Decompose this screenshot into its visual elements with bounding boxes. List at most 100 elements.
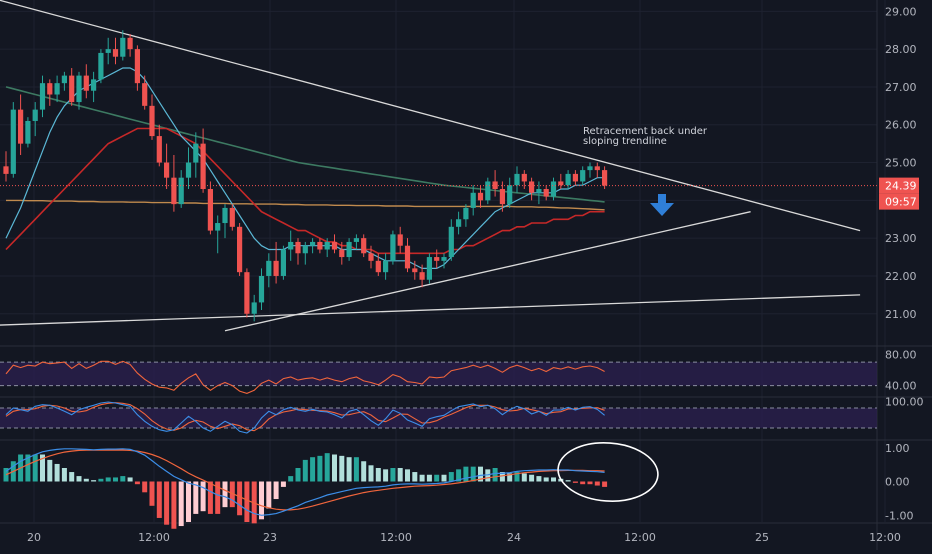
down-arrow-icon <box>650 194 674 216</box>
price-axis-label: 21.00 <box>885 308 917 321</box>
candle-body <box>448 226 454 258</box>
candle-body <box>229 207 235 227</box>
candle-body <box>105 49 111 53</box>
candle-body <box>120 37 126 57</box>
macd-histogram-bar <box>105 477 111 482</box>
candle-body <box>18 109 24 144</box>
macd-histogram-bar <box>127 477 133 482</box>
macd-histogram-bar <box>499 472 505 482</box>
candle-body <box>69 75 75 103</box>
time-axis-label: 12:00 <box>380 531 412 544</box>
macd-histogram-bar <box>368 465 374 482</box>
price-axis-label: 23.00 <box>885 232 917 245</box>
macd-histogram-bar <box>40 454 45 482</box>
candle-body <box>32 109 38 121</box>
candle-body <box>54 83 60 95</box>
macd-histogram-bar <box>463 466 469 482</box>
macd-histogram-bar <box>375 468 381 482</box>
candle-body <box>47 83 53 95</box>
candle-body <box>565 173 571 186</box>
rsi-band <box>0 362 877 386</box>
macd-histogram-bar <box>288 476 294 482</box>
macd-histogram-bar <box>83 478 89 482</box>
candle-body <box>390 234 396 261</box>
candle-body <box>215 223 221 231</box>
macd-histogram-bar <box>580 481 586 485</box>
candle-body <box>324 241 330 250</box>
candle-body <box>572 173 578 182</box>
candle-body <box>10 109 16 174</box>
candle-body <box>441 257 447 261</box>
time-axis-label: 23 <box>263 531 277 544</box>
candle-body <box>317 241 323 250</box>
macd-histogram-bar <box>478 466 483 482</box>
candle-body <box>602 170 608 186</box>
candle-body <box>142 83 148 106</box>
candle-body <box>185 162 192 178</box>
time-axis-label: 24 <box>507 531 521 544</box>
price-axis-label: 26.00 <box>885 119 917 132</box>
candle-body <box>280 249 286 276</box>
time-axis-label: 25 <box>755 531 769 544</box>
rsi-line <box>5 360 605 394</box>
candle-body <box>310 241 316 246</box>
candle-body <box>98 52 104 80</box>
candle-body <box>76 75 82 103</box>
candle-body <box>273 260 279 276</box>
annotation-text-line2: sloping trendline <box>583 136 667 147</box>
candle-body <box>339 249 345 258</box>
candle-body <box>397 234 403 246</box>
price-axis-label: 25.00 <box>885 157 917 170</box>
candle-body <box>3 166 9 174</box>
candle-body <box>434 257 440 261</box>
macd-histogram-bar <box>419 474 425 482</box>
macd-histogram-bar <box>383 469 389 482</box>
candle-body <box>39 83 46 110</box>
macd-histogram-bar <box>251 481 257 524</box>
macd-histogram-bar <box>317 455 323 482</box>
macd-histogram-bar <box>339 455 345 482</box>
macd-histogram-bar <box>156 481 162 518</box>
macd-histogram-bar <box>142 481 148 493</box>
macd-histogram-bar <box>470 466 476 482</box>
macd-histogram-bar <box>61 468 67 482</box>
candle-body <box>164 162 170 178</box>
candle-body <box>127 37 133 50</box>
macd-histogram-bar <box>397 468 403 482</box>
macd-histogram-bar <box>405 469 410 482</box>
rsi-axis-label: 80.00 <box>885 348 917 361</box>
candle-body <box>134 49 140 84</box>
time-axis-label: 20 <box>27 531 41 544</box>
candle-body <box>543 189 549 197</box>
macd-histogram-bar <box>193 481 199 514</box>
rsi-axis-label: 40.00 <box>885 380 917 393</box>
macd-histogram-bar <box>98 478 104 482</box>
macd-histogram-bar <box>434 474 440 482</box>
macd-histogram-bar <box>266 481 272 509</box>
candle-body <box>514 173 520 186</box>
candle-body <box>193 143 199 163</box>
macd-histogram-bar <box>273 481 279 500</box>
macd-axis-label: 0.00 <box>885 476 910 489</box>
macd-histogram-bar <box>324 453 330 482</box>
countdown-badge <box>879 193 919 210</box>
candle-body <box>426 257 432 280</box>
candle-body <box>580 170 586 182</box>
candle-body <box>156 136 162 163</box>
candle-body <box>375 260 381 273</box>
macd-histogram-bar <box>54 463 60 482</box>
candle-body <box>463 207 469 220</box>
trendline-lower-support <box>0 294 861 326</box>
macd-histogram-bar <box>543 477 549 482</box>
time-axis-label: 12:00 <box>138 531 170 544</box>
candle-body <box>412 268 418 273</box>
candle-body <box>419 272 425 280</box>
candle-body <box>470 192 476 208</box>
candle-body <box>587 166 593 171</box>
macd-line <box>5 448 605 516</box>
candle-body <box>521 173 527 182</box>
annotation-text-line1: Retracement back under <box>583 126 708 137</box>
